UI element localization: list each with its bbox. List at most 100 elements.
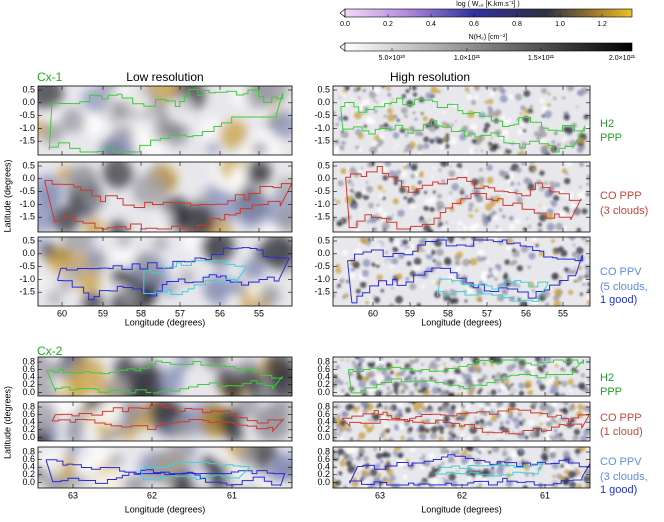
emission-blob bbox=[382, 196, 386, 201]
emission-blob bbox=[403, 196, 408, 200]
emission-blob bbox=[132, 375, 164, 396]
emission-blob bbox=[226, 293, 242, 306]
emission-blob bbox=[449, 137, 457, 145]
colorbar-tick-label: 0.4 bbox=[426, 21, 436, 28]
emission-blob bbox=[579, 292, 584, 296]
emission-blob bbox=[334, 139, 340, 145]
emission-blob bbox=[375, 101, 379, 104]
emission-blob bbox=[495, 439, 499, 441]
emission-blob bbox=[345, 86, 350, 92]
map-emission bbox=[333, 402, 590, 441]
emission-blob bbox=[488, 86, 493, 89]
contour bbox=[349, 454, 590, 486]
emission-blob bbox=[433, 463, 439, 469]
emission-blob bbox=[514, 93, 523, 101]
emission-blob bbox=[554, 131, 558, 135]
emission-blob bbox=[423, 249, 426, 253]
emission-blob bbox=[576, 106, 579, 109]
emission-blob bbox=[505, 245, 512, 251]
emission-blob bbox=[336, 200, 341, 205]
emission-blob bbox=[460, 404, 466, 410]
emission-blob bbox=[449, 191, 453, 195]
emission-blob bbox=[569, 386, 576, 394]
emission-blob bbox=[572, 251, 579, 258]
emission-blob bbox=[383, 423, 388, 428]
emission-blob bbox=[230, 164, 250, 185]
emission-blob bbox=[373, 296, 381, 304]
colorbar-tick-label: 0.0 bbox=[340, 21, 350, 28]
emission-blob bbox=[468, 366, 475, 374]
emission-blob bbox=[451, 183, 459, 191]
emission-blob bbox=[517, 411, 523, 417]
emission-blob bbox=[349, 166, 357, 175]
emission-blob bbox=[366, 357, 371, 362]
emission-blob bbox=[447, 274, 454, 281]
emission-blob bbox=[333, 110, 336, 116]
emission-blob bbox=[567, 470, 576, 479]
emission-blob bbox=[460, 187, 465, 192]
y-tick-label: 0.0 bbox=[317, 387, 330, 397]
emission-blob bbox=[410, 185, 416, 191]
emission-blob bbox=[439, 429, 444, 435]
emission-blob bbox=[428, 452, 436, 460]
emission-blob bbox=[336, 448, 345, 456]
emission-blob bbox=[236, 194, 271, 229]
emission-blob bbox=[545, 212, 554, 221]
emission-blob bbox=[514, 447, 518, 450]
emission-blob bbox=[352, 406, 359, 413]
emission-blob bbox=[569, 459, 575, 465]
emission-blob bbox=[517, 430, 526, 439]
emission-blob bbox=[423, 224, 431, 232]
emission-blob bbox=[367, 202, 374, 209]
map-panel bbox=[38, 86, 292, 155]
emission-blob bbox=[485, 260, 490, 264]
emission-blob bbox=[480, 149, 484, 153]
emission-blob bbox=[404, 133, 409, 138]
emission-blob bbox=[555, 222, 564, 231]
colorbar bbox=[344, 8, 633, 18]
emission-blob bbox=[425, 92, 433, 100]
colorbar-arrow bbox=[339, 8, 346, 18]
emission-blob bbox=[51, 205, 81, 232]
emission-blob bbox=[398, 423, 405, 430]
emission-blob bbox=[131, 172, 167, 208]
emission-blob bbox=[487, 98, 494, 105]
emission-blob bbox=[406, 436, 415, 441]
emission-blob bbox=[418, 96, 425, 103]
emission-blob bbox=[454, 367, 462, 375]
emission-blob bbox=[491, 268, 499, 276]
emission-blob bbox=[352, 203, 358, 210]
emission-blob bbox=[365, 185, 373, 194]
emission-blob bbox=[519, 301, 528, 306]
emission-blob bbox=[495, 372, 502, 379]
emission-blob bbox=[38, 204, 56, 232]
emission-blob bbox=[531, 289, 536, 293]
y-tick-label: 0.4 bbox=[317, 417, 330, 427]
emission-blob bbox=[464, 194, 470, 200]
emission-blob bbox=[462, 258, 470, 267]
emission-blob bbox=[409, 358, 415, 365]
emission-blob bbox=[567, 211, 571, 214]
y-tick-label: -1.0 bbox=[314, 274, 330, 284]
emission-blob bbox=[539, 403, 547, 412]
emission-blob bbox=[363, 376, 369, 383]
emission-blob bbox=[406, 99, 414, 108]
emission-blob bbox=[517, 182, 521, 186]
emission-blob bbox=[471, 178, 479, 186]
emission-blob bbox=[420, 465, 425, 470]
panel-frame bbox=[332, 236, 591, 307]
emission-blob bbox=[554, 375, 559, 381]
emission-blob bbox=[488, 141, 493, 147]
emission-blob bbox=[389, 303, 395, 306]
emission-blob bbox=[436, 248, 444, 257]
emission-blob bbox=[368, 90, 377, 99]
panel-frame bbox=[37, 85, 293, 156]
emission-blob bbox=[372, 227, 378, 232]
emission-blob bbox=[438, 168, 442, 172]
emission-blob bbox=[486, 416, 490, 420]
emission-blob bbox=[449, 288, 453, 292]
emission-blob bbox=[386, 386, 390, 390]
emission-blob bbox=[408, 415, 413, 420]
emission-blob bbox=[364, 463, 371, 469]
